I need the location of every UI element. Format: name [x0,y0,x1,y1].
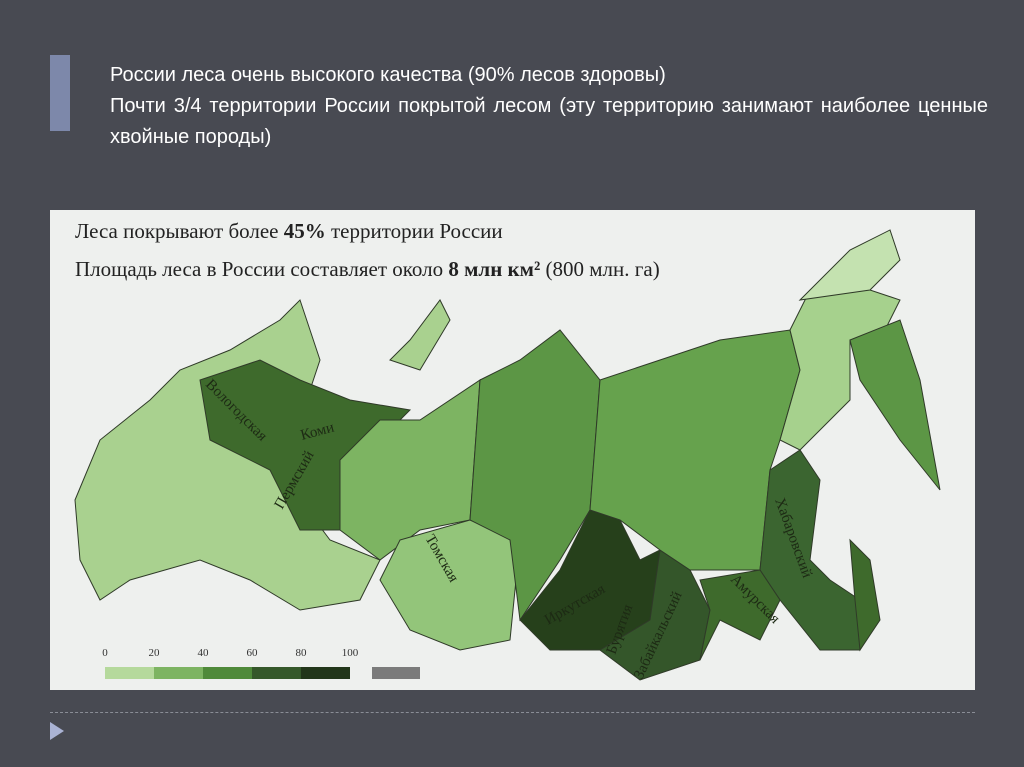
legend-swatch [105,667,154,679]
legend-swatch [301,667,350,679]
region [849,319,941,491]
divider [50,712,975,713]
legend-swatch [203,667,252,679]
map-heading: Площадь леса в России составляет около 8… [75,257,660,281]
regions [74,229,941,681]
legend-tick-label: 60 [247,647,259,659]
region [849,538,881,652]
legend-swatch [252,667,301,679]
heading-part: Площадь леса в России составляет около [75,257,448,281]
legend-swatch [154,667,203,679]
region [389,299,451,371]
legend-tick-label: 0 [102,647,108,659]
region [469,329,601,622]
heading-part: 8 млн км² [448,257,540,281]
slide-line: Почти 3/4 территории России покрытой лес… [110,95,988,148]
slide-line: России леса очень высокого качества (90%… [110,64,666,86]
region [519,509,661,651]
map-heading: Леса покрывают более 45% территории Росс… [75,219,503,243]
map: Леса покрывают более 45% территории Росс… [50,210,975,690]
legend-tick-label: 80 [296,647,308,659]
region [798,229,901,301]
heading-part: Леса покрывают более [75,219,284,243]
nav-arrow[interactable] [50,722,64,740]
legend-tick-label: 40 [198,647,210,659]
legend-swatch [372,667,420,679]
legend-tick-label: 20 [149,647,161,659]
heading-part: (800 млн. га) [540,257,659,281]
legend-tick-label: 100 [342,647,359,659]
accent-bar [50,55,70,131]
region [599,549,711,681]
heading-part: территории России [326,219,503,243]
legend: 0 20 40 60 80 100 [102,647,420,679]
heading-part: 45% [284,219,326,243]
slide-text: России леса очень высокого качества (90%… [110,60,988,153]
region [699,569,781,661]
